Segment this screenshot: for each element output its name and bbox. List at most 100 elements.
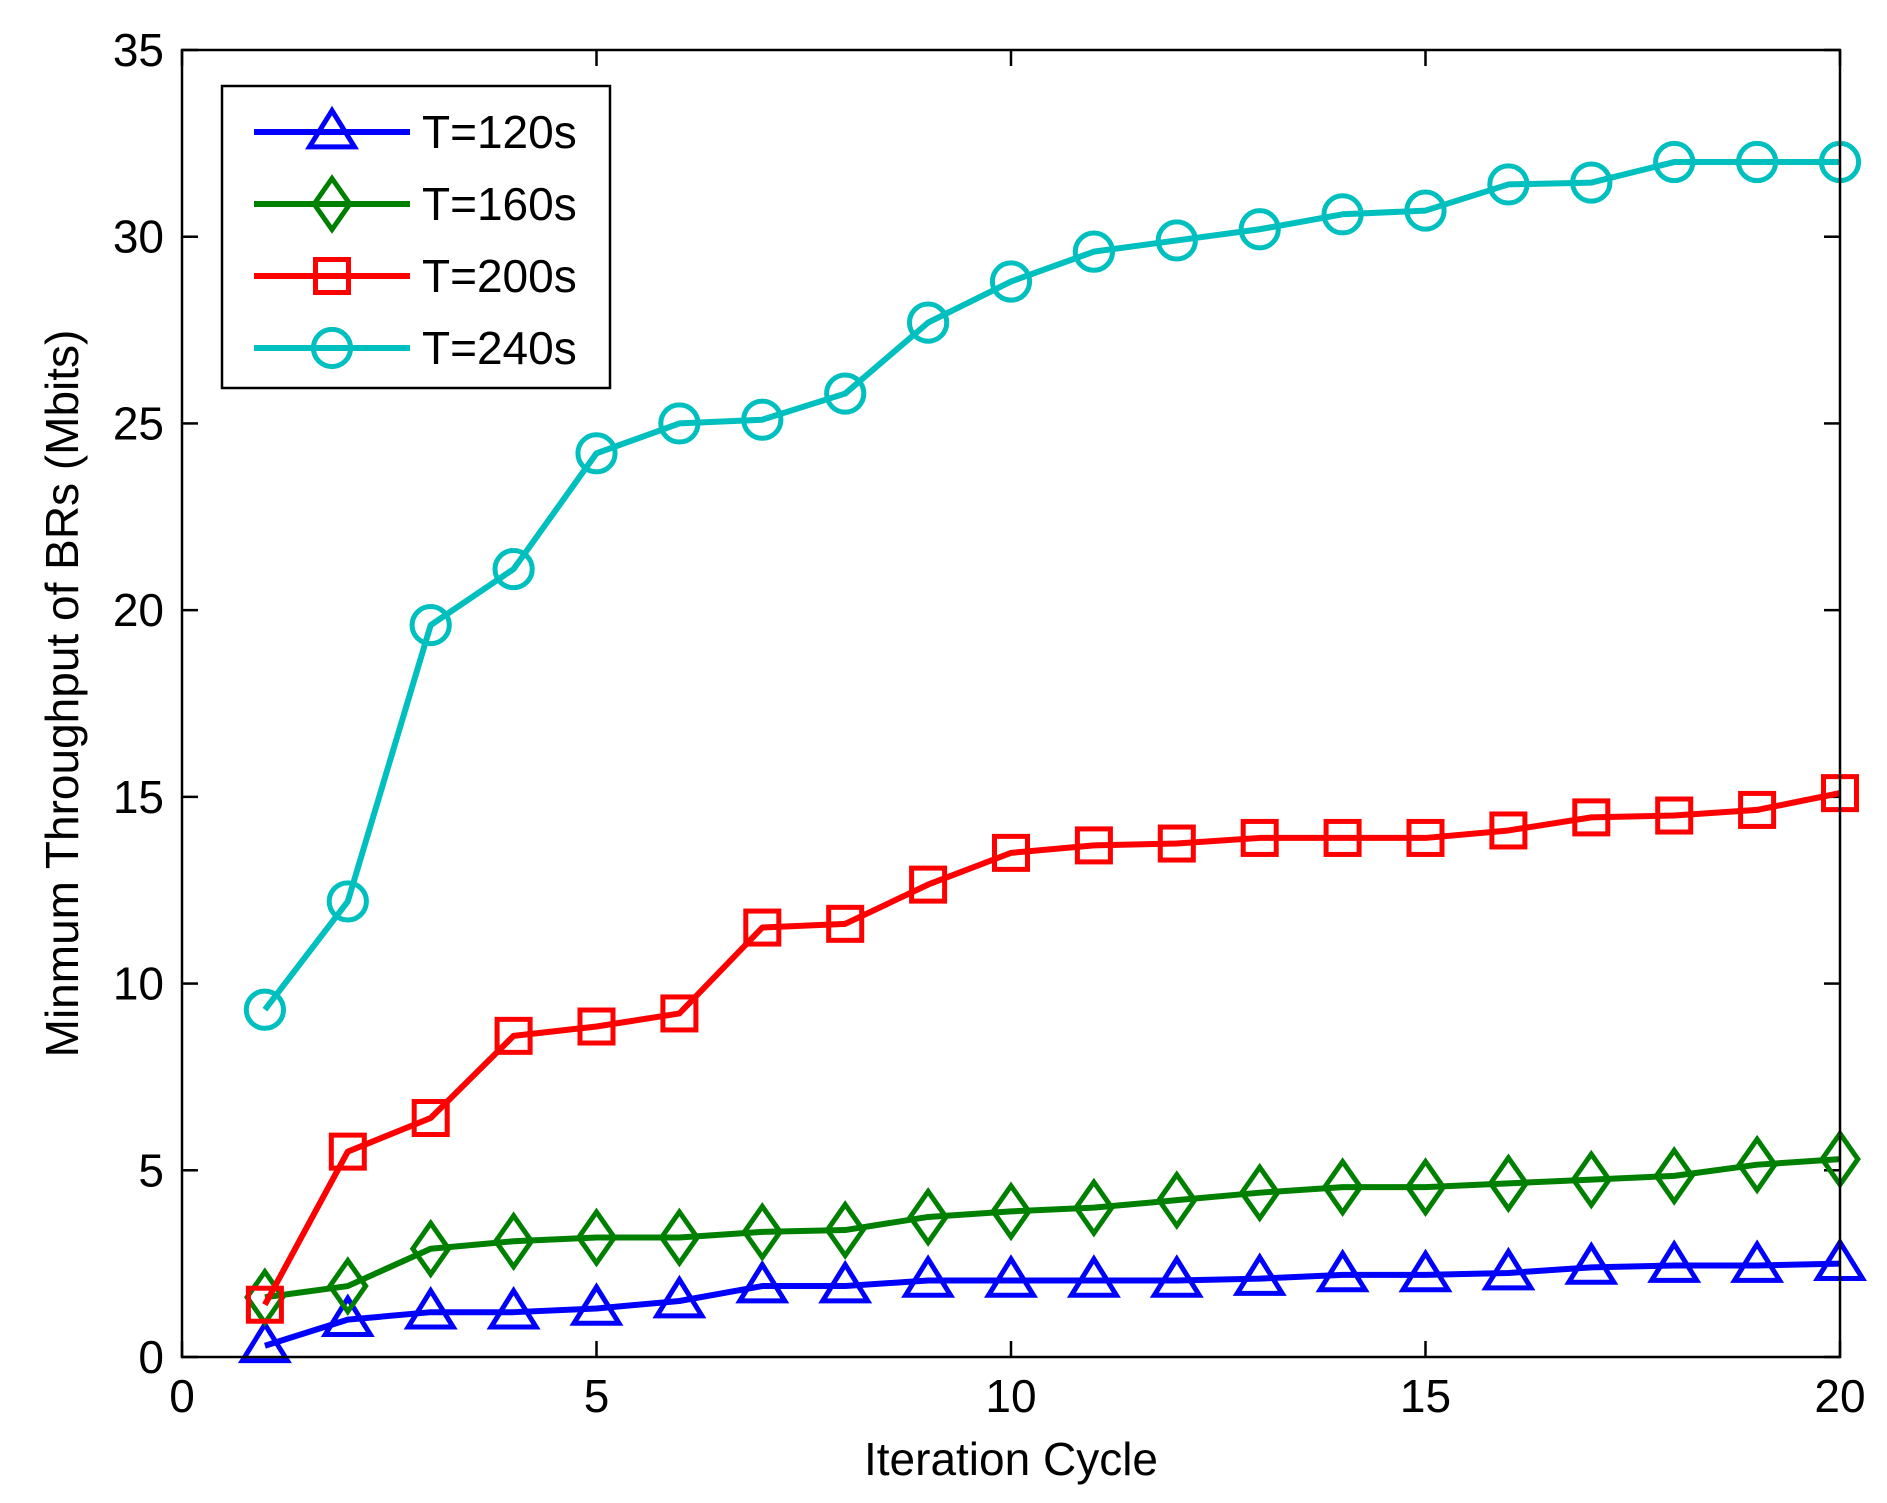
series-T=120s bbox=[237, 1237, 1867, 1364]
data-point bbox=[575, 1207, 618, 1268]
data-point bbox=[826, 904, 865, 943]
data-point bbox=[328, 1132, 367, 1171]
data-point bbox=[492, 1211, 535, 1272]
data-point bbox=[743, 908, 782, 947]
legend-label: T=160s bbox=[422, 178, 577, 230]
data-point bbox=[658, 1207, 701, 1268]
data-point bbox=[741, 398, 784, 441]
x-axis-title: Iteration Cycle bbox=[864, 1433, 1158, 1485]
data-point bbox=[1232, 1252, 1287, 1296]
data-point bbox=[824, 1200, 867, 1260]
data-point bbox=[569, 1282, 624, 1326]
data-point bbox=[1653, 1146, 1696, 1206]
data-point bbox=[1072, 1177, 1115, 1238]
x-tick-label: 5 bbox=[584, 1370, 610, 1422]
legend-item: T=120s bbox=[254, 105, 577, 158]
legend-label: T=240s bbox=[422, 322, 577, 374]
y-axis-title: Minmum Throughput of BRs (Mbits) bbox=[36, 330, 88, 1058]
data-point bbox=[243, 988, 286, 1031]
data-point bbox=[1238, 1162, 1281, 1223]
y-tick-label: 15 bbox=[113, 771, 164, 823]
data-point bbox=[237, 1319, 292, 1364]
legend-item: T=160s bbox=[254, 174, 577, 234]
x-tick-label: 10 bbox=[985, 1370, 1036, 1422]
data-point bbox=[1072, 230, 1116, 273]
data-point bbox=[1570, 1149, 1613, 1210]
data-point bbox=[326, 1256, 369, 1316]
data-point bbox=[1321, 193, 1364, 236]
data-point bbox=[1066, 1254, 1121, 1298]
data-point bbox=[818, 1259, 873, 1304]
series-line bbox=[264, 1156, 1841, 1301]
x-tick-label: 0 bbox=[169, 1370, 195, 1422]
data-point bbox=[990, 1181, 1032, 1242]
data-point bbox=[1157, 824, 1196, 863]
data-point bbox=[1149, 1254, 1204, 1298]
data-point bbox=[1655, 796, 1694, 835]
data-point bbox=[409, 603, 452, 647]
data-point bbox=[992, 833, 1030, 872]
legend-marker bbox=[305, 105, 359, 150]
data-point bbox=[245, 1285, 284, 1324]
data-point bbox=[486, 1285, 541, 1330]
data-point bbox=[1564, 1241, 1619, 1285]
data-point bbox=[403, 1285, 458, 1330]
data-point bbox=[824, 372, 867, 415]
x-tick-label: 20 bbox=[1814, 1370, 1865, 1422]
data-point bbox=[1074, 826, 1113, 865]
data-point bbox=[326, 880, 369, 923]
series-line bbox=[262, 790, 1841, 1307]
data-point bbox=[1406, 818, 1445, 857]
legend-item: T=240s bbox=[254, 322, 577, 374]
series-T=240s bbox=[243, 140, 1862, 1031]
data-point bbox=[1481, 1246, 1536, 1291]
series-line bbox=[262, 159, 1840, 1012]
data-point bbox=[1489, 811, 1528, 850]
axes: 0 5 10 15 20 0 5 10 15 20 25 30 35 bbox=[113, 24, 1866, 1422]
data-point bbox=[984, 1254, 1038, 1298]
y-tick-label: 20 bbox=[113, 584, 164, 636]
data-point bbox=[1487, 1153, 1530, 1214]
data-point bbox=[1647, 1239, 1702, 1283]
data-point bbox=[660, 994, 699, 1033]
data-point bbox=[1572, 798, 1611, 837]
data-point bbox=[1736, 1134, 1779, 1195]
data-point bbox=[577, 1007, 616, 1046]
legend-marker bbox=[311, 174, 353, 234]
x-tick-label: 15 bbox=[1400, 1370, 1451, 1422]
data-point bbox=[1323, 818, 1362, 857]
legend-box bbox=[220, 84, 612, 390]
data-point bbox=[1315, 1248, 1370, 1293]
y-tick-label: 35 bbox=[113, 24, 164, 76]
data-point bbox=[492, 547, 535, 591]
series-T=200s bbox=[245, 774, 1859, 1324]
legend-label: T=120s bbox=[422, 106, 577, 158]
data-point bbox=[1155, 219, 1198, 262]
data-point bbox=[735, 1259, 790, 1304]
data-point bbox=[907, 301, 950, 344]
data-point bbox=[411, 1099, 450, 1138]
data-point bbox=[320, 1293, 375, 1338]
y-tick-label: 0 bbox=[138, 1331, 164, 1383]
legend-label: T=200s bbox=[422, 250, 577, 302]
data-point bbox=[1404, 1157, 1447, 1217]
data-point bbox=[1736, 140, 1779, 184]
legend-marker bbox=[310, 326, 354, 370]
y-tick-label: 5 bbox=[138, 1144, 164, 1196]
data-point bbox=[1321, 1157, 1364, 1217]
legend-marker bbox=[313, 257, 351, 295]
data-point bbox=[1404, 189, 1447, 232]
data-point bbox=[909, 865, 948, 904]
series-layer bbox=[237, 140, 1867, 1364]
legend-item: T=200s bbox=[254, 250, 577, 302]
data-point bbox=[1653, 140, 1696, 184]
data-point bbox=[658, 402, 701, 445]
data-point bbox=[1238, 208, 1281, 251]
data-point bbox=[494, 1016, 533, 1055]
data-point bbox=[1155, 1170, 1198, 1231]
data-point bbox=[575, 432, 618, 475]
y-tick-label: 30 bbox=[113, 211, 164, 263]
data-point bbox=[652, 1274, 707, 1319]
